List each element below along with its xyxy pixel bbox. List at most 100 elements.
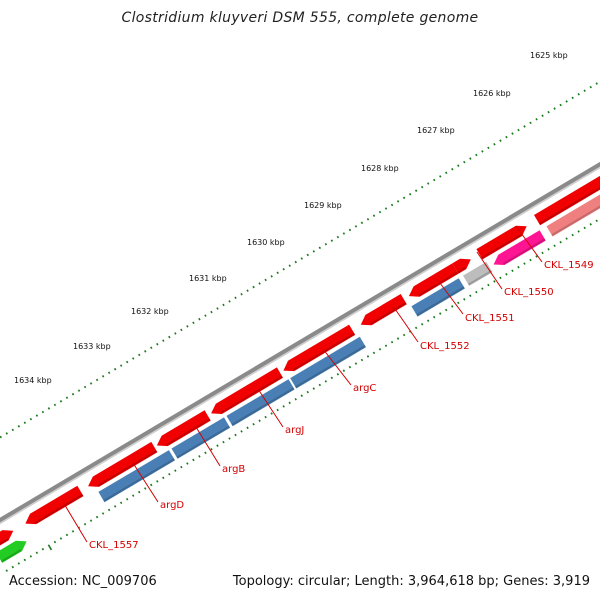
outer-tick	[59, 400, 63, 403]
outer-tick	[342, 232, 346, 235]
inner-tick	[144, 487, 147, 490]
inner-tick	[95, 515, 99, 519]
inner-tick	[258, 419, 261, 422]
scale-label: 1628 kbp	[361, 164, 399, 173]
cds-red	[476, 225, 527, 260]
inner-tick	[294, 397, 297, 401]
inner-tick	[23, 558, 27, 562]
outer-tick	[439, 175, 442, 178]
outer-tick	[47, 407, 51, 410]
outer-tick	[204, 314, 207, 317]
inner-tick	[264, 415, 267, 419]
inner-tick	[131, 494, 135, 497]
outer-tick	[529, 121, 532, 125]
outer-tick	[445, 171, 448, 175]
cds-red	[452, 258, 471, 274]
outer-tick	[17, 425, 21, 428]
cds-red	[211, 367, 283, 414]
outer-scale-ticks	[0, 82, 598, 439]
cds-red	[283, 324, 356, 372]
inner-tick	[156, 480, 159, 483]
inner-tick	[426, 319, 430, 322]
outer-tick	[433, 178, 436, 182]
outer-tick	[294, 260, 297, 264]
inner-tick	[547, 248, 550, 251]
outer-tick	[23, 421, 27, 424]
inner-tick	[493, 280, 496, 283]
outer-tick	[222, 303, 225, 307]
inner-tick	[553, 244, 556, 248]
outer-tick	[252, 285, 255, 289]
inner-tick	[318, 383, 322, 387]
inner-tick	[529, 258, 532, 262]
outer-tick	[384, 207, 388, 210]
outer-tick	[457, 164, 460, 167]
scale-label: 1629 kbp	[304, 201, 342, 210]
scale-label: 1627 kbp	[417, 126, 455, 135]
outer-tick	[577, 93, 580, 96]
outer-tick	[41, 410, 45, 414]
gene-leader-line	[132, 462, 159, 503]
gene-labels: CKL_1549 CKL_1550 CKL_1551 CKL_1552 argC argJ…	[89, 260, 594, 551]
outer-tick	[168, 335, 171, 339]
backbone-shadow	[0, 163, 600, 525]
topology-summary: Topology: circular; Length: 3,964,618 bp…	[232, 574, 590, 589]
cds-blue	[226, 379, 295, 427]
outer-tick	[192, 321, 195, 325]
inner-tick	[378, 348, 382, 351]
outer-tick	[583, 89, 586, 92]
inner-tick	[138, 490, 141, 494]
cds-gray-shade	[467, 270, 493, 286]
outer-tick	[312, 250, 316, 253]
inner-tick	[336, 373, 340, 376]
cds-red-shade	[220, 375, 283, 414]
outer-tick	[523, 125, 526, 128]
cds-red	[156, 410, 211, 447]
inner-tick	[210, 447, 213, 451]
inner-tick	[240, 430, 243, 433]
inner-tick	[487, 283, 490, 287]
inner-tick	[186, 462, 189, 465]
gene-leader-line	[476, 251, 503, 290]
outer-tick	[240, 292, 243, 296]
inner-tick	[276, 408, 279, 412]
inner-tick	[107, 508, 111, 512]
cds-blue	[98, 450, 175, 503]
outer-tick	[83, 385, 87, 389]
outer-tick	[216, 307, 219, 310]
gene-label: argJ	[285, 425, 304, 436]
inner-tick	[342, 369, 346, 372]
gene-leader-line	[436, 278, 464, 315]
outer-tick	[198, 317, 201, 321]
inner-tick	[228, 437, 231, 440]
inner-tick	[29, 555, 33, 558]
inner-tick	[541, 251, 544, 255]
cds-green-shade	[0, 548, 22, 563]
outer-tick	[29, 417, 33, 421]
inner-tick	[463, 298, 466, 301]
outer-tick	[408, 192, 412, 196]
inner-tick	[523, 262, 526, 265]
inner-tick	[17, 562, 21, 565]
scale-label: 1633 kbp	[73, 342, 111, 351]
inner-tick	[150, 483, 153, 487]
inner-tick	[65, 533, 69, 537]
outer-tick	[487, 146, 490, 150]
cds-gray	[463, 261, 493, 286]
inner-tick	[101, 512, 105, 515]
outer-tick	[481, 150, 484, 153]
outer-tick	[324, 242, 328, 246]
backbone-line	[0, 161, 600, 523]
gene-label: CKL_1557	[89, 540, 139, 551]
outer-tick	[565, 100, 568, 103]
cds-red-shade	[457, 266, 466, 274]
outer-tick	[228, 300, 231, 303]
inner-tick	[457, 301, 460, 305]
cds-light-pink-shade	[551, 205, 600, 237]
gene-label: argC	[353, 383, 376, 394]
inner-tick	[511, 269, 514, 273]
outer-tick	[378, 210, 382, 214]
outer-tick	[186, 325, 189, 328]
outer-tick	[318, 246, 322, 250]
outer-tick	[396, 200, 400, 203]
